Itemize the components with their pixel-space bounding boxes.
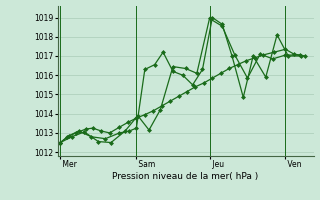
- X-axis label: Pression niveau de la mer( hPa ): Pression niveau de la mer( hPa ): [112, 172, 259, 181]
